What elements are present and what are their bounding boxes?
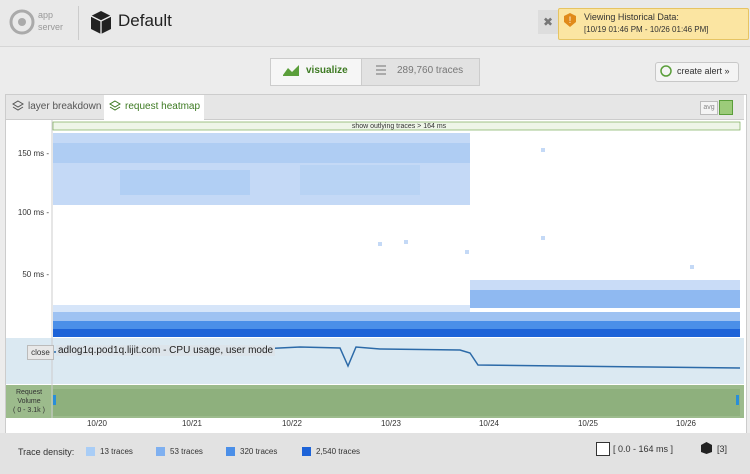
- heatmap-canvas: [6, 120, 744, 418]
- heat-cell: [541, 236, 545, 240]
- legend-swatch: [226, 447, 235, 456]
- logo-text: app: [38, 10, 54, 20]
- heat-cell: [378, 242, 382, 246]
- x-tick-label: 10/20: [86, 419, 108, 428]
- visualize-tab[interactable]: [270, 58, 362, 86]
- heatmap-icon: [109, 100, 121, 111]
- x-tick-label: 10/23: [380, 419, 402, 428]
- visualize-icon: [283, 65, 299, 76]
- logo-icon: [9, 9, 35, 35]
- overlay-label: adlog1q.pod1q.lijit.com - CPU usage, use…: [56, 345, 276, 356]
- cpu-line: [52, 346, 741, 369]
- logo-text: server: [38, 22, 64, 32]
- heatmap-toggle[interactable]: [719, 100, 733, 115]
- heatmap-tab[interactable]: [104, 95, 204, 120]
- app-title: Default: [118, 11, 172, 30]
- svg-text:!: !: [569, 15, 572, 25]
- heat-region: [470, 280, 740, 290]
- avg-toggle[interactable]: avg: [700, 101, 718, 115]
- alert-icon: !: [564, 13, 576, 27]
- legend-label: 53 traces: [170, 447, 203, 456]
- count-label: [3]: [717, 444, 728, 454]
- legend-swatch: [156, 447, 165, 456]
- alert-range: [10/19 01:46 PM - 10/26 01:46 PM]: [584, 25, 709, 34]
- create-alert-label: create alert »: [677, 66, 730, 76]
- visualize-label: visualize: [306, 65, 348, 76]
- count-icon: [701, 442, 712, 454]
- layer-icon: [12, 100, 24, 111]
- range-label: [ 0.0 - 164 ms ]: [613, 444, 674, 454]
- volume-label: Volume: [17, 398, 41, 405]
- legend-label: 13 traces: [100, 447, 133, 456]
- create-alert-icon: [660, 65, 672, 77]
- x-tick-label: 10/24: [478, 419, 500, 428]
- heat-region: [53, 329, 740, 337]
- traces-label: 289,760 traces: [397, 65, 464, 76]
- heat-cell: [690, 265, 694, 269]
- heat-region: [53, 305, 470, 315]
- range-icon: [596, 442, 610, 456]
- x-tick-label: 10/22: [281, 419, 303, 428]
- alert-close[interactable]: ✖: [538, 10, 558, 34]
- traces-icon: [376, 65, 386, 75]
- volume-range: ( 0 - 3.1k ): [13, 407, 45, 414]
- heat-region: [53, 321, 740, 329]
- legend-label: 320 traces: [240, 447, 278, 456]
- outlier-text: show outlying traces > 164 ms: [351, 123, 447, 130]
- volume-area: [53, 389, 740, 416]
- outlier-label[interactable]: show outlying traces > 164 ms: [0, 123, 750, 130]
- legend-swatch: [86, 447, 95, 456]
- x-tick-label: 10/26: [675, 419, 697, 428]
- outlier-bar[interactable]: [52, 121, 741, 131]
- y-tick-label: 150 ms -: [17, 149, 49, 158]
- heat-region: [300, 165, 420, 195]
- y-tick-label: 100 ms -: [17, 208, 49, 217]
- traces-tab[interactable]: [361, 58, 480, 86]
- heat-region: [53, 312, 740, 321]
- volume-handle[interactable]: [736, 395, 739, 405]
- x-tick-label: 10/25: [577, 419, 599, 428]
- footer: [0, 433, 750, 474]
- layer-tab-label[interactable]: layer breakdown: [28, 101, 102, 112]
- overlay-close[interactable]: close: [27, 345, 54, 360]
- heat-cell: [541, 148, 545, 152]
- legend-swatch: [302, 447, 311, 456]
- heat-region: [120, 170, 250, 195]
- heatmap-tab-label: request heatmap: [125, 101, 201, 112]
- volume-label: Request: [15, 389, 43, 396]
- heat-cell: [465, 250, 469, 254]
- create-alert-button[interactable]: [655, 62, 739, 82]
- x-tick-label: 10/21: [181, 419, 203, 428]
- alert-box: [558, 8, 749, 40]
- volume-handle[interactable]: [53, 395, 56, 405]
- heat-cell: [404, 240, 408, 244]
- density-label: Trace density:: [18, 447, 75, 457]
- heat-region: [470, 290, 740, 308]
- heat-region: [53, 143, 470, 163]
- y-tick-label: 50 ms -: [22, 270, 49, 279]
- alert-title: Viewing Historical Data:: [584, 12, 679, 22]
- app-icon: [90, 11, 112, 34]
- legend-label: 2,540 traces: [316, 447, 361, 456]
- divider: [78, 6, 79, 40]
